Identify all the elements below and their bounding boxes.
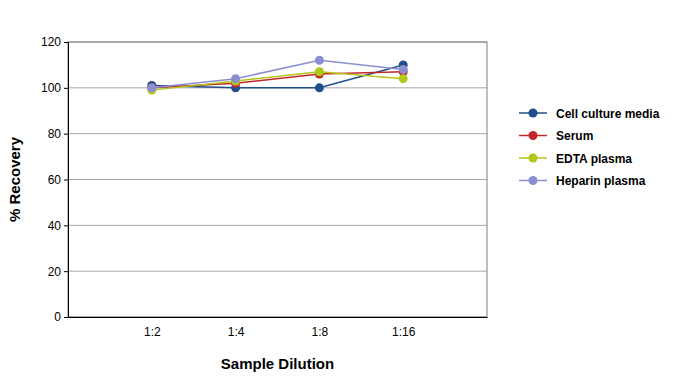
x-tick-label: 1:2 [144,325,161,339]
x-tick-label: 1:4 [228,325,245,339]
y-tick-mark [64,317,68,318]
series-line [152,60,403,88]
y-tick-label: 40 [48,219,62,233]
x-axis-line [69,317,488,318]
point [315,67,324,76]
point [315,56,324,65]
y-tick: 20 [48,265,68,279]
legend-marker [529,176,538,185]
y-tick-label: 0 [54,310,61,324]
x-tick: 1:2 [144,325,161,339]
y-tick: 60 [48,173,68,187]
y-tick-label: 80 [48,127,62,141]
legend: Cell culture media Serum EDTA plasma Hepari… [519,107,660,189]
y-tick: 40 [48,219,68,233]
x-tick: 1:8 [312,325,329,339]
point [399,65,408,74]
legend-marker [529,154,538,163]
grid [68,42,487,317]
y-tick: 0 [54,310,68,324]
series [147,67,407,92]
legend-item: Serum [519,129,593,143]
x-tick: 1:4 [228,325,245,339]
y-tick-mark [64,180,68,181]
legend-item: Cell culture media [519,107,660,121]
y-tick-mark [64,42,68,43]
point [147,83,156,92]
legend-label: Cell culture media [556,107,660,121]
legend-marker [529,109,538,118]
legend-item: Heparin plasma [519,174,646,188]
y-axis: 0 20 40 60 80 100 120 [41,35,69,324]
legend-label: EDTA plasma [556,152,632,166]
point [399,74,408,83]
point [315,83,324,92]
plot-frame [68,42,487,317]
series-area [147,56,407,95]
y-tick: 80 [48,127,68,141]
series [147,67,407,94]
y-axis-title: % Recovery [6,136,23,222]
x-tick-label: 1:8 [312,325,329,339]
y-tick-label: 60 [48,173,62,187]
grid-line [68,179,487,180]
grid-line [68,225,487,226]
chart: 0 20 40 60 80 100 120 1:2 1:4 1:8 1:16 Sample Dilut… [0,0,694,381]
y-tick: 100 [41,81,68,95]
y-tick-mark [64,88,68,89]
y-tick: 120 [41,35,68,49]
y-tick-mark [64,134,68,135]
y-tick-label: 100 [41,81,61,95]
y-axis-line [64,43,69,318]
x-tick: 1:16 [392,325,416,339]
y-tick-mark [64,225,68,226]
legend-item: EDTA plasma [519,152,632,166]
y-tick-mark [64,271,68,272]
x-tick-label: 1:16 [392,325,416,339]
series [147,56,407,93]
legend-label: Serum [556,129,593,143]
y-tick-label: 120 [41,35,61,49]
x-axis-title: Sample Dilution [221,355,334,372]
grid-line [68,271,487,272]
legend-label: Heparin plasma [556,174,646,188]
point [231,74,240,83]
grid-line [68,133,487,134]
series-line [152,72,403,90]
legend-marker [529,131,538,140]
series [147,60,407,92]
y-tick-label: 20 [48,265,62,279]
x-axis: 1:2 1:4 1:8 1:16 [69,318,488,339]
plot: 0 20 40 60 80 100 120 1:2 1:4 1:8 1:16 [41,35,488,338]
point [147,83,156,92]
